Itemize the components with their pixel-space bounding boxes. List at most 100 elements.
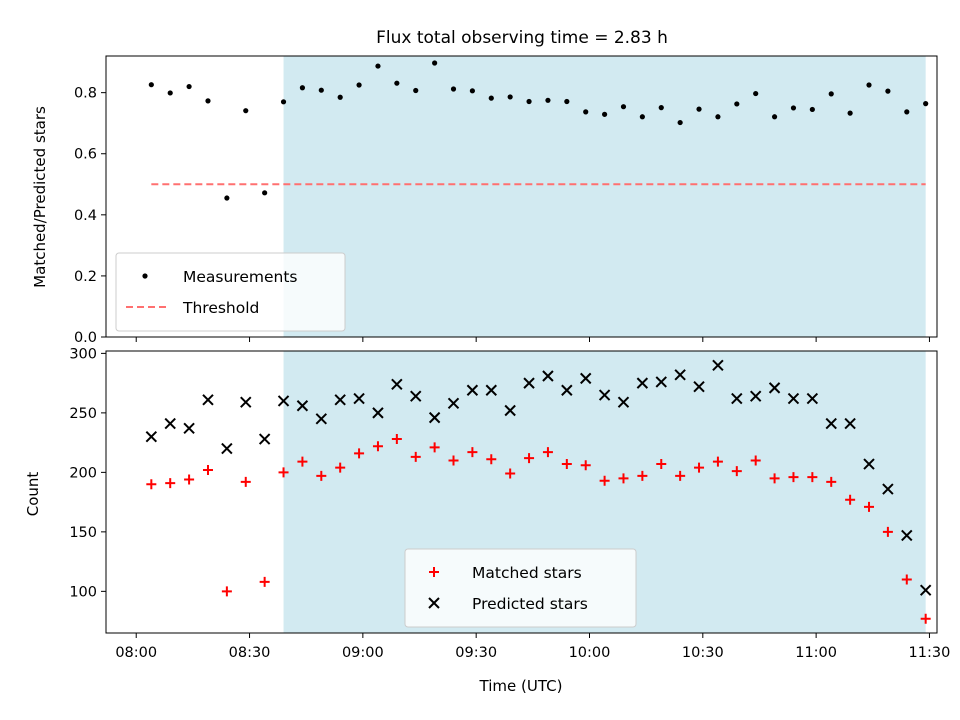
- matched-star-point: [297, 456, 308, 467]
- matched-star-point: [221, 586, 232, 597]
- predicted-star-point: [542, 370, 554, 382]
- matched-star-point: [712, 456, 723, 467]
- matched-star-point: [807, 472, 818, 483]
- chart-title: Flux total observing time = 2.83 h: [376, 28, 668, 48]
- legend-label: Threshold: [182, 299, 259, 317]
- predicted-star-point: [806, 392, 819, 405]
- measurement-point: [224, 195, 230, 201]
- matched-star-point: [165, 478, 176, 489]
- predicted-star-point: [391, 378, 403, 391]
- y-tick-label: 0.0: [74, 330, 97, 346]
- x-tick-label: 10:30: [682, 645, 724, 661]
- legend: Measurements Threshold: [115, 252, 346, 332]
- predicted-star-point: [561, 384, 573, 396]
- measurement-point: [469, 88, 475, 94]
- matched-star-point: [259, 576, 270, 587]
- matched-star-point: [750, 455, 761, 466]
- x-tick-label: 08:30: [229, 645, 271, 661]
- predicted-star-point: [447, 397, 460, 410]
- predicted-star-point: [353, 392, 365, 405]
- predicted-star-point: [315, 413, 328, 425]
- measurement-point: [394, 80, 400, 86]
- matched-star-point: [505, 468, 516, 479]
- x-tick-label: 09:30: [455, 645, 497, 661]
- x-tick-label: 11:00: [795, 645, 837, 661]
- predicted-star-point: [202, 394, 214, 406]
- predicted-star-point: [768, 382, 781, 394]
- predicted-star-point: [504, 404, 516, 417]
- bottom-panel: 100 150 200 250 300 08:00 08:30 09:00 09:30 10:00…: [69, 346, 950, 661]
- predicted-star-point: [334, 394, 346, 406]
- matched-star-point: [901, 574, 912, 585]
- measurement-point: [866, 82, 872, 88]
- matched-star-point: [335, 462, 346, 473]
- matched-star-point: [731, 466, 742, 477]
- matched-star-point: [788, 472, 799, 483]
- measurement-point: [564, 98, 570, 105]
- measurement-point: [828, 91, 834, 97]
- legend-measurement-marker: [142, 273, 148, 279]
- y-tick-label: 150: [69, 525, 97, 541]
- matched-star-point: [656, 459, 667, 470]
- predicted-star-point: [863, 458, 875, 470]
- predicted-star-point: [296, 400, 309, 412]
- matched-star-point: [467, 447, 478, 458]
- matched-star-point: [486, 454, 497, 465]
- measurement-point: [432, 60, 438, 66]
- legend-label: Predicted stars: [472, 595, 588, 613]
- measurement-point: [318, 87, 324, 93]
- legend-matched-marker: [429, 567, 439, 577]
- legend-box: [404, 548, 637, 628]
- observing-window-shade: [283, 56, 926, 337]
- matched-star-point: [354, 448, 365, 459]
- predicted-star-point: [712, 359, 724, 371]
- measurement-point: [205, 98, 211, 104]
- matched-star-point: [316, 470, 327, 481]
- measurement-point: [186, 83, 192, 90]
- predicted-star-point: [428, 411, 441, 424]
- y-tick-label: 0.4: [74, 208, 97, 224]
- y-tick-label: 0.2: [74, 269, 97, 285]
- legend-box: [115, 252, 346, 332]
- predicted-star-point: [221, 442, 233, 455]
- matched-star-point: [882, 526, 893, 537]
- x-tick-label: 09:00: [342, 645, 384, 661]
- x-tick-label: 10:00: [569, 645, 611, 661]
- measurement-point: [847, 110, 853, 116]
- measurement-point: [545, 97, 551, 103]
- measurement-point: [639, 114, 645, 120]
- matched-star-point: [637, 470, 648, 481]
- predicted-star-point: [598, 389, 611, 401]
- matched-star-point: [618, 473, 629, 484]
- predicted-star-point: [617, 396, 630, 408]
- matched-star-point: [769, 473, 780, 484]
- matched-star-point: [694, 462, 705, 473]
- measurement-point: [337, 94, 343, 100]
- axes-frame: [105, 55, 938, 338]
- predicted-star-point: [844, 417, 856, 430]
- matched-star-point: [845, 494, 856, 505]
- measurement-point: [583, 109, 589, 115]
- measurement-point: [696, 106, 702, 112]
- matched-star-point: [146, 479, 157, 490]
- measurement-point: [488, 95, 494, 101]
- matched-star-point: [391, 434, 402, 445]
- measurement-point: [167, 90, 173, 96]
- top-y-axis-label: Matched/Predicted stars: [31, 106, 49, 288]
- bottom-y-axis-label: Count: [24, 472, 42, 517]
- measurement-point: [602, 111, 608, 117]
- measurement-point: [658, 105, 664, 111]
- predicted-star-point: [749, 390, 762, 402]
- matched-star-point: [240, 476, 251, 487]
- matched-star-point: [864, 501, 875, 512]
- predicted-star-point: [164, 417, 176, 430]
- predicted-star-point: [258, 433, 271, 445]
- matched-star-point: [580, 460, 591, 471]
- legend-label: Measurements: [183, 268, 298, 286]
- predicted-star-point: [183, 422, 195, 435]
- matched-star-point: [448, 455, 459, 466]
- predicted-star-point: [636, 377, 649, 389]
- measurement-point: [904, 109, 910, 115]
- measurement-point: [450, 86, 457, 92]
